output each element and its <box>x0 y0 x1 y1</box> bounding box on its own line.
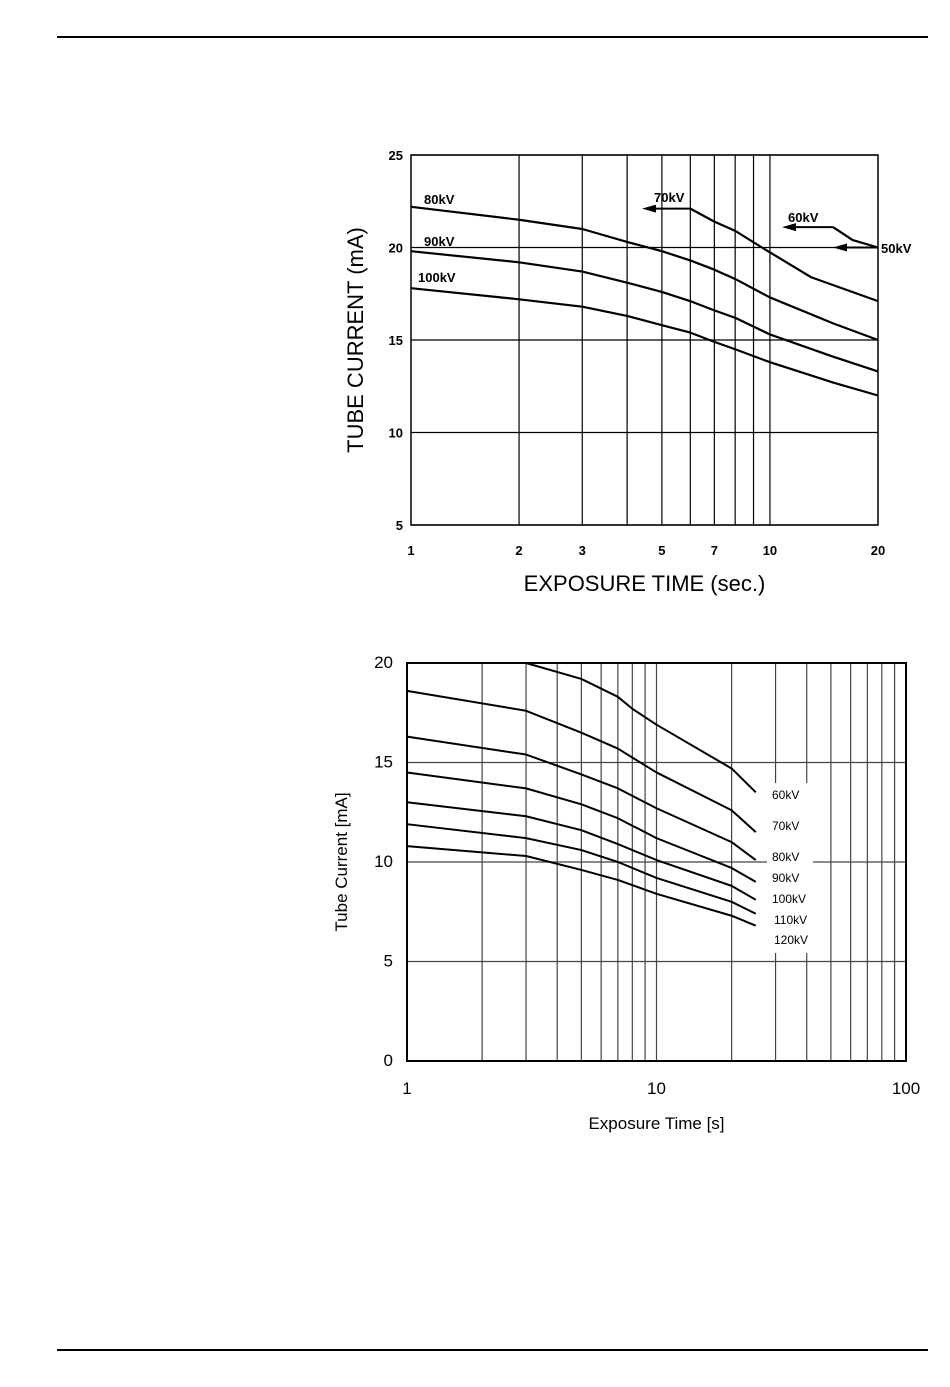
y-tick-label: 10 <box>389 426 403 441</box>
plot-frame <box>406 662 907 1062</box>
x-tick-label: 1 <box>407 543 414 558</box>
curve-label-80kV: 80kV <box>772 850 799 864</box>
legend-background <box>767 783 813 953</box>
curve-label-90kV: 90kV <box>424 234 455 249</box>
60kV-arrow-head <box>782 223 796 232</box>
x-tick-label: 1 <box>402 1079 411 1098</box>
x-axis-label: EXPOSURE TIME (sec.) <box>524 571 766 596</box>
y-tick-label: 20 <box>389 241 403 256</box>
curve-label-50kV: 50kV <box>881 241 912 256</box>
x-tick-label: 5 <box>658 543 665 558</box>
series-line-120kV <box>406 845 757 927</box>
curve-label-110kV: 110kV <box>774 913 807 927</box>
50kV-arrow-head <box>833 243 847 252</box>
curve-label-60kV: 60kV <box>772 788 799 802</box>
y-tick-label: 15 <box>389 333 403 348</box>
chart-tube-current-top: 5 10 15 20 25 1 2 3 5 7 10 20 EXPOSURE TIME (sec.) TU… <box>343 148 912 596</box>
y-tick-label: 15 <box>374 753 393 772</box>
y-tick-label: 20 <box>374 653 393 672</box>
x-axis-label: Exposure Time [s] <box>588 1114 724 1133</box>
curve-label-100kV: 100kV <box>772 892 806 906</box>
curve-label-90kV: 90kV <box>772 871 799 885</box>
y-axis-label: TUBE CURRENT (mA) <box>343 227 368 453</box>
x-tick-label: 10 <box>647 1079 666 1098</box>
series-line-100kV <box>406 801 757 901</box>
y-tick-label: 0 <box>384 1051 393 1070</box>
x-tick-label: 7 <box>711 543 718 558</box>
y-tick-label: 25 <box>389 148 403 163</box>
series-line-90kV <box>410 250 879 373</box>
y-tick-label: 10 <box>374 852 393 871</box>
y-tick-label: 5 <box>384 952 393 971</box>
curve-label-80kV: 80kV <box>424 192 455 207</box>
curve-label-60kV: 60kV <box>788 210 819 225</box>
series-line-80kV <box>410 205 879 342</box>
series-line-60kV <box>832 226 879 249</box>
70kV-arrow-head <box>642 204 656 213</box>
series-line-90kV <box>406 771 757 883</box>
x-tick-label: 2 <box>515 543 522 558</box>
footer-rule <box>57 1349 928 1351</box>
y-axis-label: Tube Current [mA] <box>332 792 351 931</box>
series-line-70kV <box>689 207 879 303</box>
curve-label-70kV: 70kV <box>772 819 799 833</box>
x-tick-label: 100 <box>892 1079 920 1098</box>
curve-label-120kV: 120kV <box>774 933 808 947</box>
series-line-100kV <box>410 287 879 397</box>
x-tick-label: 3 <box>579 543 586 558</box>
y-tick-label: 5 <box>396 518 403 533</box>
header-rule <box>57 36 928 38</box>
x-tick-label: 20 <box>871 543 885 558</box>
series-line-110kV <box>406 823 757 915</box>
curve-label-100kV: 100kV <box>418 270 456 285</box>
series-line-80kV <box>406 735 757 861</box>
x-tick-label: 10 <box>763 543 777 558</box>
series-line-70kV <box>406 689 757 833</box>
series-line-60kV <box>525 662 757 794</box>
curve-label-70kV: 70kV <box>654 190 685 205</box>
